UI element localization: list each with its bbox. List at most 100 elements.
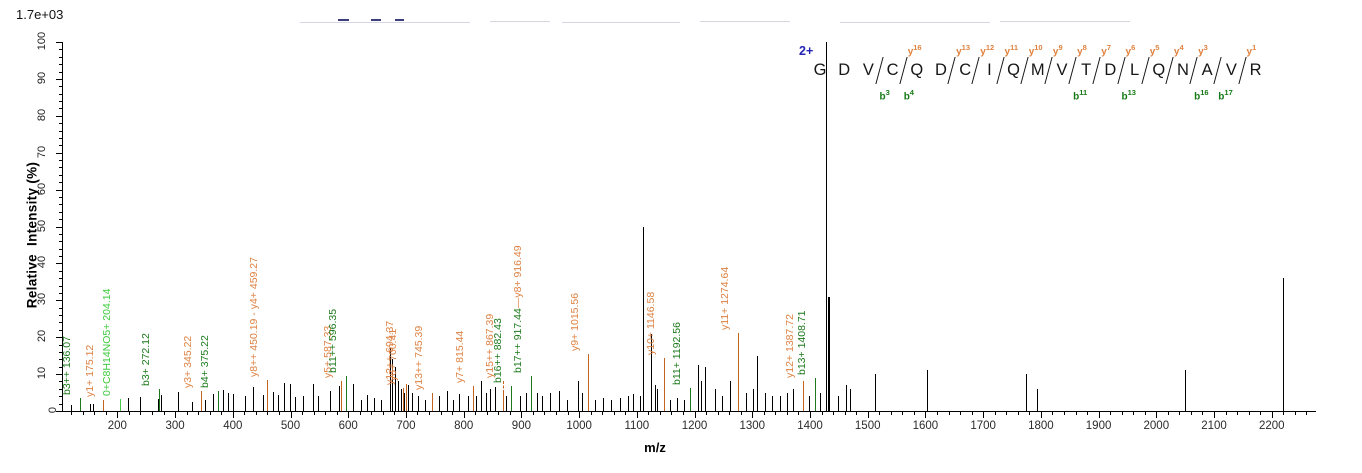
compression-artifact <box>562 22 680 23</box>
x-axis-minor-tick <box>879 412 881 415</box>
x-axis-minor-tick <box>613 412 615 415</box>
x-axis-major-tick <box>1040 412 1042 418</box>
peak-label: b3+ 272.12 <box>139 333 152 387</box>
spectrum-peak <box>459 394 461 411</box>
compression-artifact <box>490 21 550 22</box>
annotated-peak <box>663 396 665 411</box>
y-axis-tick <box>59 256 62 258</box>
peak-label-leader <box>502 380 504 393</box>
y-axis-tick <box>56 411 62 412</box>
spectrum-peak <box>541 396 543 411</box>
y-axis-tick <box>59 64 62 66</box>
peak-label-leader <box>432 393 434 399</box>
y-axis-tick-label: 20 <box>36 330 48 343</box>
spectrum-peak <box>1026 374 1028 411</box>
spectrum-peak <box>71 405 73 411</box>
spectrum-peak <box>850 388 852 411</box>
x-axis-tick-label: 400 <box>223 420 243 432</box>
b-ion-label: b3 <box>879 88 890 103</box>
x-axis-major-tick <box>1156 412 1158 418</box>
x-axis-minor-tick <box>105 412 107 415</box>
y-axis-tick <box>59 101 62 103</box>
x-axis-minor-tick <box>1144 412 1146 415</box>
spectrum-peak <box>400 388 402 411</box>
sequence-residue: D <box>935 61 947 79</box>
spectrum-peak <box>303 395 305 411</box>
spectrum-peak <box>714 388 716 411</box>
spectrum-peak <box>595 399 597 411</box>
sequence-residue: Q <box>1152 61 1166 79</box>
spectrum-peak <box>845 385 847 411</box>
x-axis-minor-tick <box>567 412 569 415</box>
base-peak-intensity: 1.7e+03 <box>16 7 64 22</box>
x-axis-minor-tick <box>440 412 442 415</box>
spectrum-peak <box>277 395 279 411</box>
sequence-residue: V <box>1225 61 1237 79</box>
y-axis-tick <box>59 285 62 287</box>
x-axis-minor-tick <box>359 412 361 415</box>
x-axis-major-tick <box>463 412 465 418</box>
spectrum-peak <box>407 385 409 411</box>
x-axis-minor-tick <box>717 412 719 415</box>
y-axis-tick-label: 50 <box>36 219 48 232</box>
peak-label-leader <box>119 398 121 404</box>
x-axis-minor-tick <box>163 412 165 415</box>
peak-label-leader <box>346 376 348 382</box>
y-axis-tick <box>59 137 62 139</box>
spectrum-peak <box>404 392 406 411</box>
y-axis-tick-label: 60 <box>36 182 48 195</box>
peak-label: y11+ 1274.64 <box>718 266 731 330</box>
y-axis-tick <box>59 160 62 162</box>
b-ion-label: b13 <box>1121 88 1136 103</box>
annotated-peak <box>119 403 121 411</box>
x-axis-minor-tick <box>1133 412 1135 415</box>
y-axis-tick <box>59 403 62 405</box>
x-axis-minor-tick <box>1225 412 1227 415</box>
spectrum-peak <box>476 396 478 411</box>
x-axis-minor-tick <box>1075 412 1077 415</box>
x-axis-minor-tick <box>186 412 188 415</box>
x-axis-minor-tick <box>429 412 431 415</box>
x-axis-tick-label: 2100 <box>1201 420 1227 432</box>
x-axis-tick-label: 800 <box>454 420 474 432</box>
spectrum-peak <box>205 399 207 411</box>
spectrum-peak <box>177 391 179 411</box>
annotated-peak <box>690 392 692 411</box>
y-ion-label: y16 <box>907 43 922 58</box>
compression-artifact <box>371 19 381 21</box>
y-ion-label: y10 <box>1028 43 1043 58</box>
spectrum-peak <box>425 399 426 411</box>
x-axis-tick-label: 2200 <box>1258 420 1285 432</box>
y-axis-tick <box>59 196 62 198</box>
spectrum-peak <box>677 398 679 411</box>
x-axis-minor-tick <box>913 412 915 415</box>
x-axis-minor-tick <box>659 412 661 415</box>
y-axis-tick <box>59 359 62 361</box>
x-axis-minor-tick <box>532 412 534 415</box>
x-axis-minor-tick <box>302 412 304 415</box>
spectrum-peak <box>628 396 630 411</box>
x-axis-minor-tick <box>1063 412 1065 415</box>
x-axis-minor-tick <box>1179 412 1181 415</box>
b-ion-label: b17 <box>1218 88 1233 103</box>
b-ion-label: b4 <box>903 88 914 103</box>
annotated-peak <box>158 394 160 411</box>
compression-artifact <box>300 22 470 23</box>
x-axis-minor-tick <box>128 412 130 415</box>
y-axis-line <box>62 42 63 412</box>
x-axis-minor-tick <box>82 412 84 415</box>
x-axis-major-tick <box>290 412 292 418</box>
y-axis-tick <box>59 123 62 125</box>
x-axis-minor-tick <box>325 412 327 415</box>
peak-label-leader <box>80 397 82 403</box>
y-axis-tick <box>56 226 62 228</box>
spectrum-peak <box>704 366 706 411</box>
annotated-peak <box>802 388 804 411</box>
x-axis-major-tick <box>925 412 927 418</box>
y-axis-tick <box>59 93 62 95</box>
x-axis-minor-tick <box>313 412 315 415</box>
peak-label: y9+ 1015.56 <box>569 293 582 352</box>
spectrum-peak <box>485 392 487 411</box>
x-axis-minor-tick <box>936 412 938 415</box>
